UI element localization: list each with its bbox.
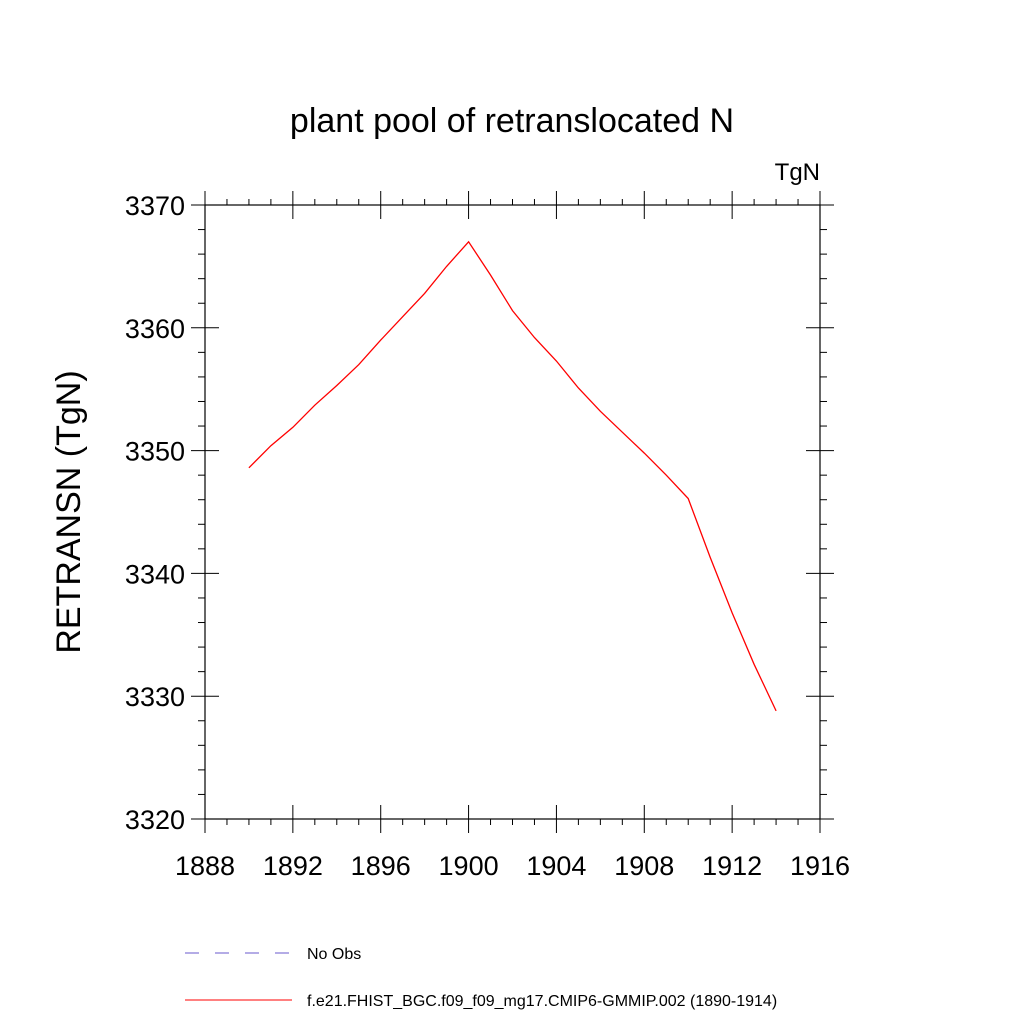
y-tick-label: 3360 [125,314,185,344]
x-tick-label: 1900 [439,851,499,881]
plot-frame [204,204,821,820]
x-tick-label: 1888 [175,851,235,881]
data-layer [248,240,777,712]
units-label: TgN [775,159,820,186]
y-tick-label: 3340 [125,559,185,589]
chart-title: plant pool of retranslocated N [290,102,734,140]
x-tick-label: 1904 [526,851,586,881]
ticks-layer: 1888 1892 1896 1900 1904 1908 1912 1916 3320 3330… [125,191,850,881]
x-tick-label: 1908 [614,851,674,881]
legend-label: No Obs [307,946,361,963]
series-line [248,240,777,712]
legend: No Obs f.e21.FHIST_BGC.f09_f09_mg17.CMIP6… [185,946,777,1010]
x-tick-label: 1912 [702,851,762,881]
x-tick-label: 1892 [263,851,323,881]
y-tick-label: 3320 [125,805,185,835]
legend-label: f.e21.FHIST_BGC.f09_f09_mg17.CMIP6-GMMIP… [307,993,777,1010]
y-tick-label: 3330 [125,682,185,712]
y-tick-label: 3350 [125,437,185,467]
x-tick-label: 1916 [790,851,850,881]
x-tick-label: 1896 [351,851,411,881]
y-tick-label: 3370 [125,191,185,221]
y-axis-label: RETRANSN (TgN) [50,370,88,653]
